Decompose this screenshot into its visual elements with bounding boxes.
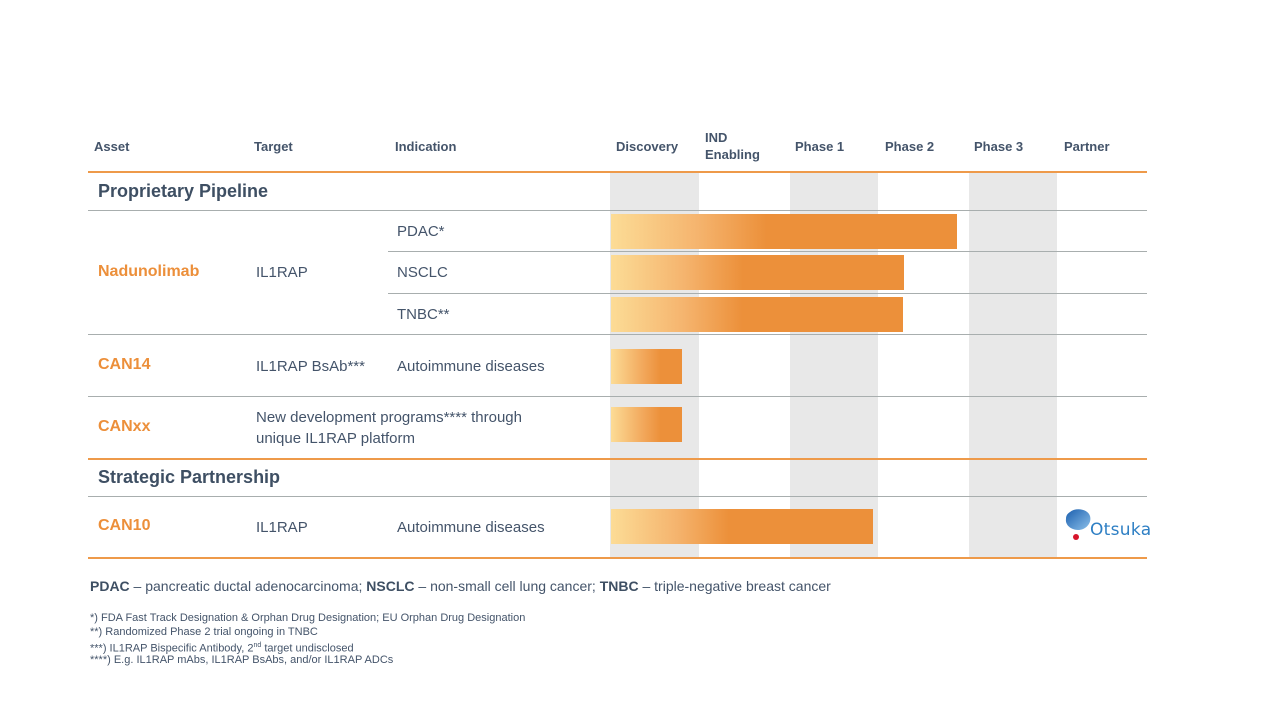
indication-tnbc: TNBC** bbox=[397, 306, 450, 323]
bar-pdac bbox=[611, 214, 958, 249]
divider bbox=[88, 496, 1147, 497]
divider bbox=[88, 334, 1147, 335]
indication-pdac: PDAC* bbox=[397, 223, 445, 240]
bar-can10 bbox=[611, 509, 873, 544]
divider-section bbox=[88, 458, 1147, 460]
section-strategic-partnership: Strategic Partnership bbox=[98, 467, 281, 487]
indication-can14: Autoimmune diseases bbox=[397, 358, 545, 375]
asset-can10: CAN10 bbox=[98, 517, 151, 534]
partner-logo-otsuka: Otsuka bbox=[1064, 508, 1152, 542]
legend-pdac-def: – pancreatic ductal adenocarcinoma; bbox=[129, 578, 367, 594]
legend-tnbc-abbr: TNBC bbox=[599, 578, 639, 594]
legend-tnbc-def: – triple-negative breast cancer bbox=[638, 578, 831, 594]
header-asset: Asset bbox=[94, 139, 130, 154]
indication-nsclc: NSCLC bbox=[397, 264, 448, 281]
section-proprietary-pipeline: Proprietary Pipeline bbox=[98, 181, 269, 201]
footnote-3: ***) IL1RAP Bispecific Antibody, 2nd tar… bbox=[90, 639, 354, 656]
asset-can14: CAN14 bbox=[98, 356, 151, 373]
footnote-3-pre: ***) IL1RAP Bispecific Antibody, 2 bbox=[90, 642, 254, 655]
indication-can10: Autoimmune diseases bbox=[397, 519, 545, 536]
divider bbox=[388, 251, 1147, 252]
footnote-1: *) FDA Fast Track Designation & Orphan D… bbox=[90, 612, 526, 624]
header-ind-line1: IND bbox=[705, 130, 728, 145]
header-ind-enabling: IND Enabling bbox=[705, 130, 760, 163]
bar-canxx bbox=[611, 407, 683, 442]
header-phase2: Phase 2 bbox=[885, 139, 935, 154]
asset-canxx: CANxx bbox=[98, 418, 151, 435]
footnote-3-sup: nd bbox=[253, 642, 262, 649]
header-indication: Indication bbox=[395, 139, 457, 154]
header-target: Target bbox=[254, 139, 293, 154]
asset-nadunolimab: Nadunolimab bbox=[98, 263, 200, 280]
target-can14: IL1RAP BsAb*** bbox=[256, 358, 365, 375]
footnote-3-post: target undisclosed bbox=[261, 642, 354, 655]
divider bbox=[388, 293, 1147, 294]
target-canxx-line2: unique IL1RAP platform bbox=[256, 430, 415, 447]
otsuka-drop-icon bbox=[1065, 509, 1091, 540]
header-phase1: Phase 1 bbox=[795, 139, 845, 154]
legend-nsclc-def: – non-small cell lung cancer; bbox=[414, 578, 600, 594]
bar-can14 bbox=[611, 349, 683, 384]
divider bbox=[88, 396, 1147, 397]
bar-nsclc bbox=[611, 255, 905, 290]
stripe-phase3 bbox=[969, 173, 1057, 557]
divider-bottom bbox=[88, 557, 1147, 559]
header-phase3: Phase 3 bbox=[974, 139, 1024, 154]
bar-tnbc bbox=[611, 297, 903, 332]
legend-pdac-abbr: PDAC bbox=[90, 578, 130, 594]
target-canxx-line1: New development programs**** through bbox=[256, 409, 522, 426]
divider bbox=[88, 210, 1147, 211]
header-discovery: Discovery bbox=[616, 139, 679, 154]
footnote-2: **) Randomized Phase 2 trial ongoing in … bbox=[90, 626, 318, 638]
header-ind-line2: Enabling bbox=[705, 147, 760, 162]
footnote-4: ****) E.g. IL1RAP mAbs, IL1RAP BsAbs, an… bbox=[90, 654, 394, 666]
header-partner: Partner bbox=[1064, 139, 1110, 154]
target-nadunolimab: IL1RAP bbox=[256, 264, 308, 281]
partner-otsuka-text: Otsuka bbox=[1090, 520, 1152, 540]
target-canxx: New development programs**** through uni… bbox=[256, 407, 522, 449]
target-can10: IL1RAP bbox=[256, 519, 308, 536]
divider-header bbox=[88, 171, 1147, 173]
legend-nsclc-abbr: NSCLC bbox=[366, 578, 415, 594]
abbreviation-legend: PDAC – pancreatic ductal adenocarcinoma;… bbox=[90, 578, 831, 594]
